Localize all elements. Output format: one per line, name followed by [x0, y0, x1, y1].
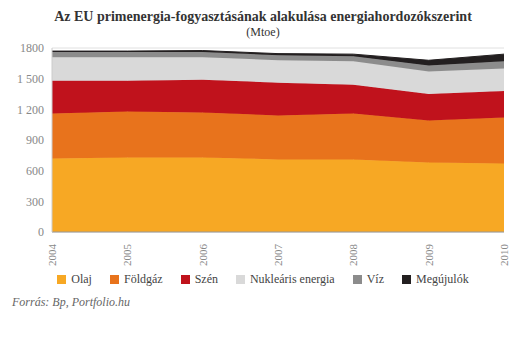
svg-text:2004: 2004 [46, 244, 58, 267]
svg-text:300: 300 [26, 195, 44, 209]
html-text:Földgáz: Földgáz [124, 272, 163, 286]
html-text:Víz: Víz [366, 272, 384, 286]
svg-text:2005: 2005 [121, 244, 133, 267]
svg-text:900: 900 [26, 133, 44, 147]
svg-text:1 200: 1 200 [17, 103, 44, 117]
svg-text:1800: 1800 [20, 41, 44, 55]
html-text:Szén: Szén [194, 272, 218, 286]
svg-text:600: 600 [26, 164, 44, 178]
html-text:Az EU primenergia-fogyasztásán: Az EU primenergia-fogyasztásának alakulá… [54, 9, 472, 24]
svg-text:2006: 2006 [197, 244, 209, 267]
html-text:Nukleáris energia: Nukleáris energia [250, 272, 335, 286]
html-text:(Mtoe): (Mtoe) [246, 25, 280, 39]
svg-text:2009: 2009 [423, 244, 435, 267]
svg-text:0: 0 [38, 225, 44, 239]
svg-text:2007: 2007 [272, 244, 284, 267]
html-text:Forrás: Bp, Portfolio.hu: Forrás: Bp, Portfolio.hu [12, 295, 130, 309]
svg-text:1 500: 1 500 [17, 72, 44, 86]
html-text:Olaj: Olaj [71, 272, 92, 286]
html-text:Megújulók: Megújulók [416, 272, 469, 286]
svg-text:2010: 2010 [498, 244, 510, 267]
svg-text:2008: 2008 [347, 244, 359, 267]
